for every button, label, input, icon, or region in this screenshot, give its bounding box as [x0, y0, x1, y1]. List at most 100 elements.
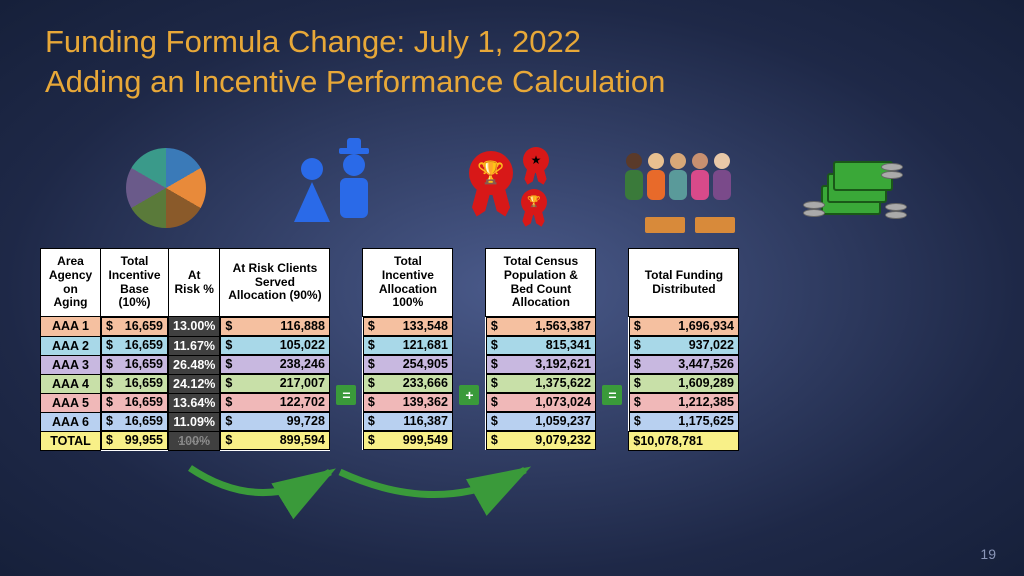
table-cell: AAA 4 [41, 374, 101, 393]
tables-container: Area Agency on Aging Total Incentive Bas… [40, 248, 739, 451]
table-cell: $16,659 [101, 336, 168, 355]
table-row-total: $999,549 [363, 431, 453, 450]
table-row: $121,681 [363, 336, 453, 355]
table-cell: $16,659 [101, 374, 168, 393]
table-cell: 13.64% [169, 393, 220, 412]
table-cell: $9,079,232 [486, 431, 596, 450]
table-row: $3,447,526 [629, 355, 739, 374]
table-row: $1,563,387 [486, 317, 596, 337]
table-cell: $105,022 [220, 336, 330, 355]
people-icon [279, 140, 399, 235]
table-cell: 100% [169, 431, 220, 450]
table-row: AAA 6 $16,659 11.09% $99,728 [41, 412, 330, 431]
table-row: $1,175,625 [629, 412, 739, 432]
table-cell: $3,192,621 [486, 355, 596, 374]
table-cell: $937,022 [629, 336, 739, 355]
equals-badge-2: = [602, 385, 622, 405]
col-alloc: Total Incentive Allocation 100% [363, 249, 453, 317]
table-row: AAA 3 $16,659 26.48% $238,246 [41, 355, 330, 374]
table-cell: $16,659 [101, 393, 168, 412]
table-cell: 26.48% [169, 355, 220, 374]
table-cell: $122,702 [220, 393, 330, 412]
table-cell: $1,609,289 [629, 374, 739, 393]
table-cell: $1,212,385 [629, 393, 739, 412]
col-dist: Total Funding Distributed [629, 249, 739, 317]
table-cell: $899,594 [220, 431, 330, 450]
title-line-2: Adding an Incentive Performance Calculat… [45, 62, 665, 102]
table-row: AAA 4 $16,659 24.12% $217,007 [41, 374, 330, 393]
table-cell: 11.67% [169, 336, 220, 355]
curve-arrows-icon [130, 460, 630, 520]
table-cell: TOTAL [41, 431, 101, 450]
table-census: Total Census Population & Bed Count Allo… [485, 248, 596, 450]
table-cell: $99,955 [101, 431, 168, 450]
table-cell: AAA 1 [41, 317, 101, 337]
table-cell: $238,246 [220, 355, 330, 374]
col-census: Total Census Population & Bed Count Allo… [486, 249, 596, 317]
table-row: $254,905 [363, 355, 453, 374]
table-row: $1,059,237 [486, 412, 596, 431]
table-row-total: $9,079,232 [486, 431, 596, 450]
col-risk: At Risk % [169, 249, 220, 317]
table-cell: 11.09% [169, 412, 220, 431]
table-cell: $116,888 [220, 317, 330, 336]
table-row: AAA 2 $16,659 11.67% $105,022 [41, 336, 330, 355]
table-cell: $10,078,781 [629, 432, 739, 451]
table-row: $1,609,289 [629, 374, 739, 393]
table-cell: $999,549 [363, 431, 453, 450]
table-cell: $233,666 [363, 374, 453, 393]
slide-title: Funding Formula Change: July 1, 2022 Add… [45, 22, 665, 103]
page-number: 19 [980, 546, 996, 562]
icon-row: 🏆 ★ 🏆 [0, 140, 1024, 235]
table-row: $1,375,622 [486, 374, 596, 393]
money-icon [798, 140, 918, 235]
table-row: $1,696,934 [629, 317, 739, 337]
table-row: $3,192,621 [486, 355, 596, 374]
table-cell: $16,659 [101, 317, 168, 336]
table-dist: Total Funding Distributed $1,696,934$937… [628, 248, 739, 451]
table-cell: $3,447,526 [629, 355, 739, 374]
table-cell: $1,375,622 [486, 374, 596, 393]
award-ribbon-icon: 🏆 ★ 🏆 [452, 140, 572, 235]
table-cell: $121,681 [363, 336, 453, 355]
table-row: $133,548 [363, 317, 453, 337]
table-row: $1,212,385 [629, 393, 739, 412]
pie-chart-icon [106, 140, 226, 235]
table-cell: AAA 5 [41, 393, 101, 412]
table-main: Area Agency on Aging Total Incentive Bas… [40, 248, 330, 451]
elders-icon [625, 140, 745, 235]
table-row: $116,387 [363, 412, 453, 431]
table-cell: $1,073,024 [486, 393, 596, 412]
title-line-1: Funding Formula Change: July 1, 2022 [45, 22, 665, 62]
table-row: AAA 1 $16,659 13.00% $116,888 [41, 317, 330, 337]
table-cell: 24.12% [169, 374, 220, 393]
col-aaa: Area Agency on Aging [41, 249, 101, 317]
col-served: At Risk Clients Served Allocation (90%) [220, 249, 330, 317]
table-cell: $217,007 [220, 374, 330, 393]
table-cell: $815,341 [486, 336, 596, 355]
table-cell: $1,175,625 [629, 412, 739, 431]
table-cell: $139,362 [363, 393, 453, 412]
table-cell: AAA 3 [41, 355, 101, 374]
table-cell: $16,659 [101, 412, 168, 431]
table-cell: AAA 6 [41, 412, 101, 431]
plus-badge: + [459, 385, 479, 405]
equals-badge: = [336, 385, 356, 405]
table-alloc: Total Incentive Allocation 100% $133,548… [362, 248, 453, 450]
table-cell: 13.00% [169, 317, 220, 337]
table-cell: $99,728 [220, 412, 330, 431]
table-row: $233,666 [363, 374, 453, 393]
table-cell: $254,905 [363, 355, 453, 374]
table-row: $815,341 [486, 336, 596, 355]
col-base: Total Incentive Base (10%) [101, 249, 169, 317]
table-row-total: TOTAL $99,955 100% $899,594 [41, 431, 330, 450]
table-cell: AAA 2 [41, 336, 101, 355]
table-row-total: $10,078,781 [629, 432, 739, 451]
table-cell: $1,059,237 [486, 412, 596, 431]
table-cell: $1,563,387 [486, 317, 596, 336]
table-cell: $116,387 [363, 412, 453, 431]
table-cell: $1,696,934 [629, 317, 739, 336]
table-row: AAA 5 $16,659 13.64% $122,702 [41, 393, 330, 412]
table-row: $937,022 [629, 336, 739, 355]
table-row: $1,073,024 [486, 393, 596, 412]
